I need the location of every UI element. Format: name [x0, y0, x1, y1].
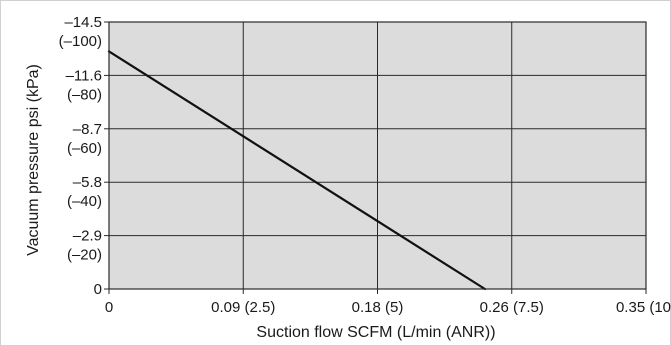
series-line-0 [107, 50, 486, 291]
x-tick-label-2: 0.18 (5) [352, 299, 404, 316]
y-tick-sublabel-1: (–20) [67, 247, 102, 264]
y-tick-sublabel-5: (–100) [59, 33, 102, 50]
y-tick-sublabel-4: (–80) [67, 86, 102, 103]
x-axis-title: Suction flow SCFM (L/min (ANR)) [256, 324, 495, 341]
y-tick-label-3: –8.7 [73, 121, 102, 138]
y-axis-title: Vacuum pressure psi (kPa) [25, 64, 42, 256]
y-tick-label-4: –11.6 [66, 67, 102, 84]
y-tick-label-2: –5.8 [73, 174, 102, 191]
y-tick-label-0: 0 [94, 281, 102, 298]
y-tick-sublabel-3: (–60) [67, 140, 102, 157]
x-tick-label-0: 0 [105, 299, 113, 316]
y-tick-label-1: –2.9 [73, 228, 102, 245]
x-tick-label-1: 0.09 (2.5) [211, 299, 275, 316]
x-tick-label-4: 0.35 (10) [616, 299, 671, 316]
x-tick-label-3: 0.26 (7.5) [480, 299, 544, 316]
y-tick-label-5: –14.5 [64, 14, 102, 31]
y-tick-sublabel-2: (–40) [67, 193, 102, 210]
